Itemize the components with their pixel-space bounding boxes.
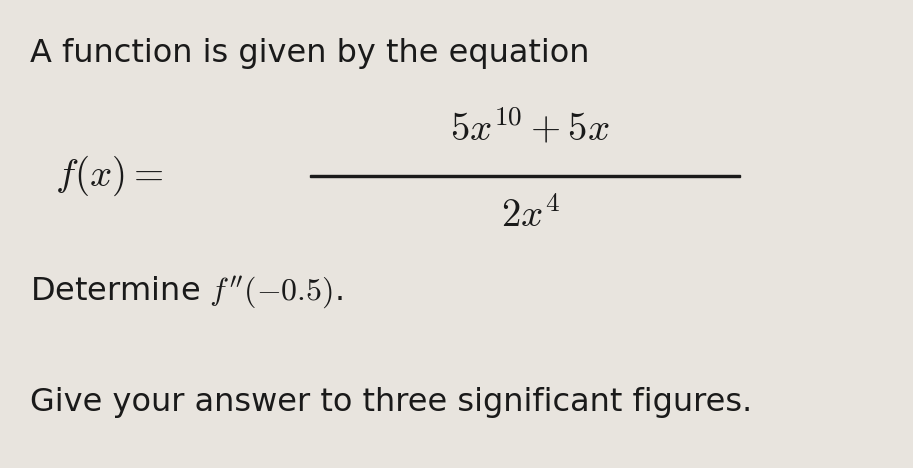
Text: $2x^4$: $2x^4$	[500, 197, 560, 235]
Text: A function is given by the equation: A function is given by the equation	[30, 38, 590, 69]
Text: $5x^{10} + 5x$: $5x^{10} + 5x$	[450, 108, 610, 148]
FancyArrow shape	[310, 175, 740, 177]
Text: Give your answer to three significant figures.: Give your answer to three significant fi…	[30, 388, 752, 418]
Text: Determine $f''(-0.5)$.: Determine $f''(-0.5)$.	[30, 275, 342, 311]
Text: $f(x) =$: $f(x) =$	[55, 154, 163, 198]
